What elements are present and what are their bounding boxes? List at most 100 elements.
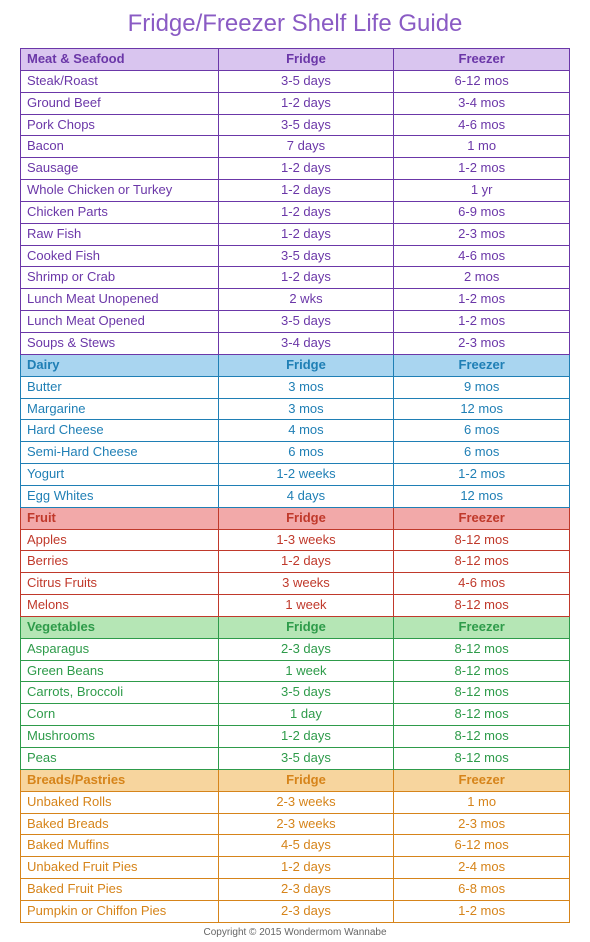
freezer-value: 1-2 mos bbox=[394, 311, 570, 333]
freezer-value: 6-9 mos bbox=[394, 201, 570, 223]
item-label: Yogurt bbox=[21, 464, 219, 486]
freezer-value: 12 mos bbox=[394, 398, 570, 420]
fridge-value: 1-2 weeks bbox=[218, 464, 394, 486]
table-row: Citrus Fruits3 weeks4-6 mos bbox=[21, 573, 570, 595]
table-row: Steak/Roast3-5 days6-12 mos bbox=[21, 70, 570, 92]
freezer-value: 1-2 mos bbox=[394, 900, 570, 922]
fridge-value: 3 weeks bbox=[218, 573, 394, 595]
item-label: Berries bbox=[21, 551, 219, 573]
page: Fridge/Freezer Shelf Life Guide Meat & S… bbox=[0, 0, 590, 942]
table-row: Green Beans1 week8-12 mos bbox=[21, 660, 570, 682]
freezer-value: 4-6 mos bbox=[394, 114, 570, 136]
table-row: Baked Breads2-3 weeks2-3 mos bbox=[21, 813, 570, 835]
item-label: Pork Chops bbox=[21, 114, 219, 136]
freezer-value: 6-12 mos bbox=[394, 835, 570, 857]
item-label: Apples bbox=[21, 529, 219, 551]
fridge-value: 1 day bbox=[218, 704, 394, 726]
fridge-value: 7 days bbox=[218, 136, 394, 158]
table-row: Bacon7 days1 mo bbox=[21, 136, 570, 158]
freezer-value: 6-8 mos bbox=[394, 879, 570, 901]
item-label: Baked Muffins bbox=[21, 835, 219, 857]
item-label: Lunch Meat Opened bbox=[21, 311, 219, 333]
fridge-value: 1-3 weeks bbox=[218, 529, 394, 551]
fridge-value: 4-5 days bbox=[218, 835, 394, 857]
table-row: Hard Cheese4 mos6 mos bbox=[21, 420, 570, 442]
freezer-value: 1-2 mos bbox=[394, 464, 570, 486]
freezer-value: 3-4 mos bbox=[394, 92, 570, 114]
table-row: Carrots, Broccoli3-5 days8-12 mos bbox=[21, 682, 570, 704]
item-label: Green Beans bbox=[21, 660, 219, 682]
item-label: Peas bbox=[21, 748, 219, 770]
freezer-value: 8-12 mos bbox=[394, 726, 570, 748]
column-header-freezer: Freezer bbox=[394, 769, 570, 791]
table-row: Peas3-5 days8-12 mos bbox=[21, 748, 570, 770]
item-label: Egg Whites bbox=[21, 485, 219, 507]
fridge-value: 3-5 days bbox=[218, 70, 394, 92]
freezer-value: 6 mos bbox=[394, 420, 570, 442]
table-row: Apples1-3 weeks8-12 mos bbox=[21, 529, 570, 551]
freezer-value: 8-12 mos bbox=[394, 638, 570, 660]
table-row: Soups & Stews3-4 days2-3 mos bbox=[21, 332, 570, 354]
table-row: Lunch Meat Opened3-5 days1-2 mos bbox=[21, 311, 570, 333]
table-row: Margarine3 mos12 mos bbox=[21, 398, 570, 420]
item-label: Lunch Meat Unopened bbox=[21, 289, 219, 311]
freezer-value: 9 mos bbox=[394, 376, 570, 398]
table-row: Raw Fish1-2 days2-3 mos bbox=[21, 223, 570, 245]
fridge-value: 3-5 days bbox=[218, 682, 394, 704]
freezer-value: 8-12 mos bbox=[394, 595, 570, 617]
freezer-value: 2-3 mos bbox=[394, 332, 570, 354]
fridge-value: 1-2 days bbox=[218, 180, 394, 202]
fridge-value: 2-3 days bbox=[218, 638, 394, 660]
table-row: Pork Chops3-5 days4-6 mos bbox=[21, 114, 570, 136]
section-name: Meat & Seafood bbox=[21, 49, 219, 71]
item-label: Semi-Hard Cheese bbox=[21, 442, 219, 464]
fridge-value: 1-2 days bbox=[218, 201, 394, 223]
section-name: Breads/Pastries bbox=[21, 769, 219, 791]
item-label: Steak/Roast bbox=[21, 70, 219, 92]
section-header: DairyFridgeFreezer bbox=[21, 354, 570, 376]
freezer-value: 1-2 mos bbox=[394, 289, 570, 311]
item-label: Unbaked Fruit Pies bbox=[21, 857, 219, 879]
footer-copyright: Copyright © 2015 Wondermom Wannabe bbox=[20, 927, 570, 938]
fridge-value: 2-3 weeks bbox=[218, 791, 394, 813]
table-row: Chicken Parts1-2 days6-9 mos bbox=[21, 201, 570, 223]
item-label: Raw Fish bbox=[21, 223, 219, 245]
table-row: Baked Fruit Pies2-3 days6-8 mos bbox=[21, 879, 570, 901]
freezer-value: 1 yr bbox=[394, 180, 570, 202]
item-label: Unbaked Rolls bbox=[21, 791, 219, 813]
item-label: Sausage bbox=[21, 158, 219, 180]
fridge-value: 3-5 days bbox=[218, 245, 394, 267]
freezer-value: 8-12 mos bbox=[394, 529, 570, 551]
freezer-value: 4-6 mos bbox=[394, 573, 570, 595]
section-header: Breads/PastriesFridgeFreezer bbox=[21, 769, 570, 791]
freezer-value: 1 mo bbox=[394, 791, 570, 813]
table-row: Unbaked Rolls2-3 weeks1 mo bbox=[21, 791, 570, 813]
freezer-value: 8-12 mos bbox=[394, 748, 570, 770]
fridge-value: 3 mos bbox=[218, 398, 394, 420]
fridge-value: 1-2 days bbox=[218, 726, 394, 748]
fridge-value: 2-3 days bbox=[218, 879, 394, 901]
table-row: Berries1-2 days8-12 mos bbox=[21, 551, 570, 573]
item-label: Pumpkin or Chiffon Pies bbox=[21, 900, 219, 922]
table-row: Asparagus2-3 days8-12 mos bbox=[21, 638, 570, 660]
fridge-value: 3-5 days bbox=[218, 748, 394, 770]
fridge-value: 1-2 days bbox=[218, 267, 394, 289]
freezer-value: 2-3 mos bbox=[394, 813, 570, 835]
fridge-value: 1-2 days bbox=[218, 92, 394, 114]
freezer-value: 8-12 mos bbox=[394, 660, 570, 682]
table-row: Whole Chicken or Turkey1-2 days1 yr bbox=[21, 180, 570, 202]
table-row: Egg Whites4 days12 mos bbox=[21, 485, 570, 507]
table-row: Cooked Fish3-5 days4-6 mos bbox=[21, 245, 570, 267]
table-row: Shrimp or Crab1-2 days2 mos bbox=[21, 267, 570, 289]
table-row: Unbaked Fruit Pies1-2 days2-4 mos bbox=[21, 857, 570, 879]
fridge-value: 1 week bbox=[218, 660, 394, 682]
item-label: Asparagus bbox=[21, 638, 219, 660]
item-label: Margarine bbox=[21, 398, 219, 420]
table-row: Baked Muffins4-5 days6-12 mos bbox=[21, 835, 570, 857]
table-row: Ground Beef1-2 days3-4 mos bbox=[21, 92, 570, 114]
section-header: VegetablesFridgeFreezer bbox=[21, 616, 570, 638]
column-header-fridge: Fridge bbox=[218, 354, 394, 376]
freezer-value: 2-3 mos bbox=[394, 223, 570, 245]
freezer-value: 6-12 mos bbox=[394, 70, 570, 92]
item-label: Bacon bbox=[21, 136, 219, 158]
